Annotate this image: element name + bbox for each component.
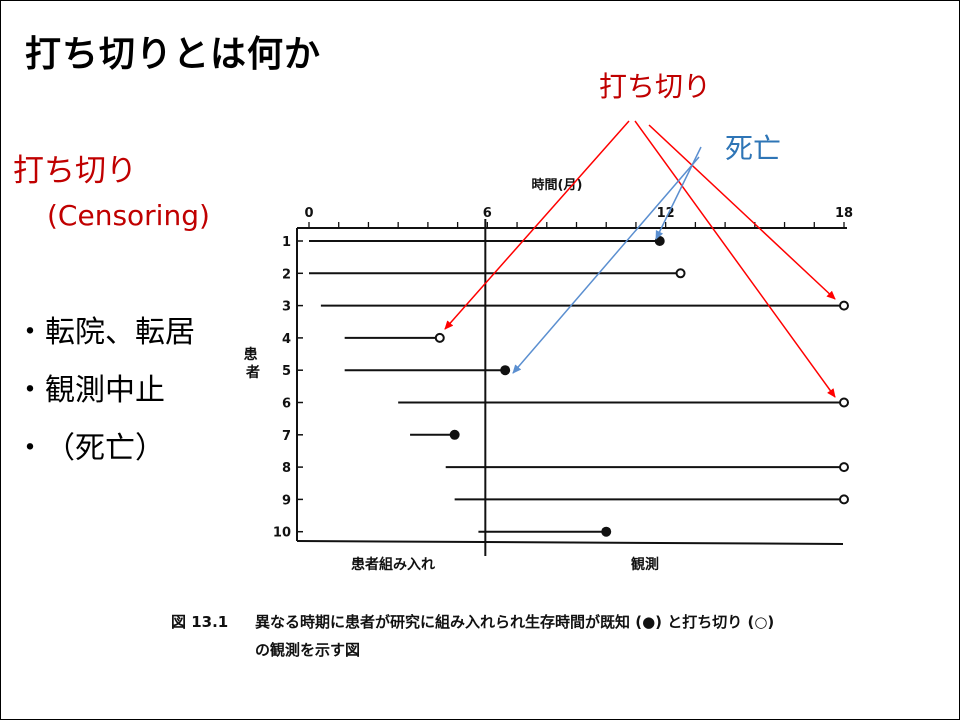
axis-tick-labels: 0 6 12 18 [304,206,853,221]
tick-label: 0 [304,206,313,221]
patient-id-label: 4 [282,332,291,347]
figure-caption: 図 13.1 異なる時期に患者が研究に組み入れられ生存時間が既知 (●) と打ち切… [171,608,951,664]
censoring-heading: 打ち切り [13,153,137,189]
patient-id-label: 7 [282,429,291,444]
slide-title: 打ち切りとは何か [25,34,322,75]
bottom-frame [296,540,844,545]
bullet-marker: ・ [15,315,45,350]
patient-id-label: 5 [282,364,291,379]
patient-rows: 1 2 3 4 5 6 7 8 9 10 [273,235,849,541]
patient-id-label: 6 [282,397,291,412]
caption-figure-number: 図 13.1 [171,613,229,631]
time-axis-label: 時間(月) [532,177,583,193]
reason-list: ・転院、転居 ・観測中止 ・（死亡） [15,313,195,487]
censored-event-marker [839,397,849,408]
censoring-arrow [648,124,836,300]
censoring-arrow [634,120,836,398]
death-event-marker [449,429,460,440]
censoring-annotation: 打ち切り [599,70,712,103]
censored-event-marker [675,268,686,279]
list-item-text: 転院、転居 [45,315,195,350]
axis-minor-ticks [308,222,845,228]
bullet-marker: ・ [15,431,45,466]
death-arrow [512,156,700,374]
death-arrow [655,146,702,240]
patient-id-label: 2 [282,267,291,282]
censored-event-marker [434,332,445,343]
list-item: ・転院、転居 [15,313,195,371]
enrollment-period-label: 患者組み入れ [351,556,435,573]
tick-label: 18 [835,206,853,221]
patient-id-label: 3 [282,300,291,315]
patient-id-label: 8 [282,461,291,476]
patient-id-label: 1 [282,235,291,250]
patient-id-label: 10 [273,526,291,541]
tick-label: 6 [483,206,492,221]
death-event-marker [500,365,511,376]
observation-period-label: 観測 [631,556,659,573]
bullet-marker: ・ [15,373,45,408]
censoring-arrow [444,120,630,330]
list-item: ・観測中止 [15,371,195,429]
death-event-marker [601,526,612,537]
list-item-text: （死亡） [45,431,165,466]
caption-line-2: の観測を示す図 [255,641,361,659]
death-annotation: 死亡 [725,132,782,165]
censored-event-marker [839,462,849,473]
patient-id-label: 9 [282,493,291,508]
list-item-text: 観測中止 [45,373,165,408]
list-item: ・（死亡） [15,429,195,487]
caption-line-1: 異なる時期に患者が研究に組み入れられ生存時間が既知 (●) と打ち切り (○) [255,613,775,631]
censored-event-marker [839,300,849,311]
patient-axis-label: 患 者 [244,346,263,381]
censored-event-marker [839,494,849,505]
censoring-english: (Censoring) [47,199,210,232]
